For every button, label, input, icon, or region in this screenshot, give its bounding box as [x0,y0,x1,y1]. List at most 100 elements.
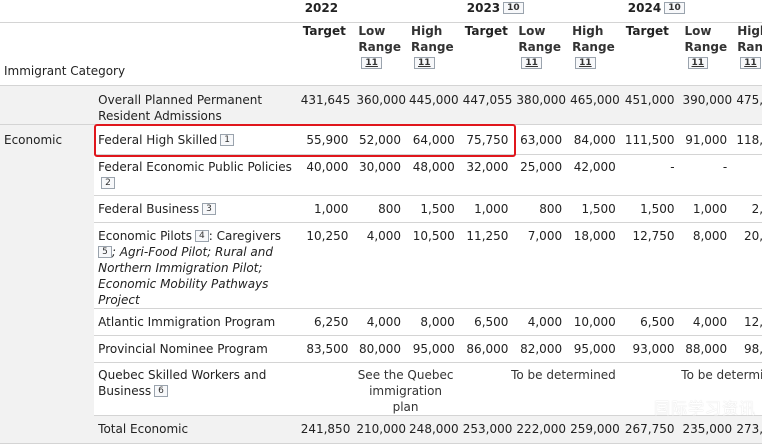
cell-value: 64,000 [405,124,459,155]
footnote-link-11[interactable]: 11 [361,57,382,69]
cell-value: 91,000 [678,124,732,155]
cell-value: 431,645 [296,85,353,125]
year-header-2024: 2024 10 [619,0,762,23]
low-range-header: Low Range 11 [678,22,732,86]
footnote-link-4[interactable]: 4 [195,230,209,242]
cell-value: 80,000 [352,335,406,363]
quebec-2023-note: To be determined [458,362,620,416]
cell-value: 475,000 [731,85,762,125]
table-row-provincial-nominee-program: Provincial Nominee Program 83,500 80,000… [0,335,762,363]
cell-value: 20,000 [731,222,762,309]
overall-label: Overall Planned Permanent Resident Admis… [94,85,297,125]
header-spacer [0,0,95,23]
cell-value: 25,000 [512,154,567,196]
footnote-link-11[interactable]: 11 [414,57,435,69]
cell-value: 95,000 [566,335,620,363]
cell-value: 52,000 [352,124,406,155]
cell-value: 4,000 [352,222,406,309]
table-row-federal-high-skilled: Economic Federal High Skilled 1 55,900 52… [0,124,762,444]
cell-value: 6,500 [619,308,679,336]
table-row-economic-pilots: Economic Pilots 4: Caregivers 5; Agri-Food… [0,222,762,309]
cell-value: 42,000 [566,154,620,196]
target-header: Target [619,22,679,86]
low-range-header: Low Range 11 [352,22,406,86]
cell-value: 10,250 [296,222,353,309]
cell-value: 1,500 [566,195,620,223]
quebec-2022-note: See the Quebec immigration plan [352,362,459,416]
low-range-header: Low Range 11 [512,22,567,86]
cell-value: 55,900 [296,124,353,155]
footnote-link-1[interactable]: 1 [220,134,234,146]
footnote-link-10[interactable]: 10 [503,2,524,14]
cell-value: 12,000 [731,308,762,336]
cell-value: 95,000 [405,335,459,363]
cell-value: 30,000 [352,154,406,196]
cell-value: 111,500 [619,124,679,155]
cell-value: 10,500 [405,222,459,309]
footnote-link-6[interactable]: 6 [154,385,168,397]
cell-value: 40,000 [296,154,353,196]
target-header: Target [296,22,353,86]
cell-value: - [619,154,679,196]
cell-value: 800 [352,195,406,223]
table-row-atlantic-immigration-program: Atlantic Immigration Program 6,250 4,000… [0,308,762,336]
footnote-link-3[interactable]: 3 [202,203,216,215]
table-row-federal-business: Federal Business 3 1,000 800 1,500 1,000 … [0,195,762,223]
cell-value: 451,000 [619,85,679,125]
cell-value: 210,000 [352,415,406,444]
cell-value: 1,000 [678,195,732,223]
cell-value: 2,000 [731,195,762,223]
cell-value: 390,000 [678,85,732,125]
cell-value: 11,250 [458,222,513,309]
table-row-quebec-skilled-workers: Quebec Skilled Workers and Business 6 See… [0,362,762,416]
footnote-link-11[interactable]: 11 [740,57,761,69]
cell-value: 12,750 [619,222,679,309]
cell-value: 445,000 [405,85,459,125]
cell-value: 380,000 [512,85,567,125]
cell-value: 84,000 [566,124,620,155]
cell-value: 447,055 [458,85,513,125]
cell-value: 8,000 [678,222,732,309]
program-label: Federal High Skilled 1 [94,124,297,155]
footnote-link-11[interactable]: 11 [575,57,596,69]
category-cell-empty [0,85,95,125]
cell-value: 8,000 [405,308,459,336]
cell-value: 222,000 [512,415,567,444]
cell-value: 7,000 [512,222,567,309]
overall-row: Overall Planned Permanent Resident Admis… [0,85,762,125]
cell-value: 4,000 [512,308,567,336]
footnote-link-11[interactable]: 11 [521,57,542,69]
cell-value: 6,500 [458,308,513,336]
footnote-link-10[interactable]: 10 [664,2,685,14]
cell-value: 32,000 [458,154,513,196]
cell-value: 273,000 [731,415,762,444]
cell-value: 4,000 [352,308,406,336]
target-header: Target [458,22,513,86]
cell-value: 10,000 [566,308,620,336]
cell-value: 98,000 [731,335,762,363]
table-row-total-economic: Total Economic 241,850 210,000 248,000 2… [0,415,762,444]
cell-value: 1,000 [458,195,513,223]
footnote-link-11[interactable]: 11 [687,57,709,69]
cell-value: 83,500 [296,335,353,363]
cell-value: 267,750 [619,415,679,444]
header-spacer [94,0,297,23]
cell-value: 800 [512,195,567,223]
cell-value: - [678,154,732,196]
cell-value: 259,000 [566,415,620,444]
cell-value: 63,000 [512,124,567,155]
program-label: Economic Pilots 4: Caregivers 5; Agri-Food… [94,222,297,309]
footnote-link-5[interactable]: 5 [98,246,112,258]
footnote-link-2[interactable]: 2 [101,177,115,189]
cell-empty [296,362,353,416]
cell-value: 360,000 [352,85,406,125]
cell-value: 1,500 [405,195,459,223]
program-label: Federal Economic Public Policies 2 [94,154,297,196]
program-label: Quebec Skilled Workers and Business 6 [94,362,297,416]
cell-value: 241,850 [296,415,353,444]
cell-value: 1,500 [619,195,679,223]
program-label: Provincial Nominee Program [94,335,297,363]
cell-value: 86,000 [458,335,513,363]
